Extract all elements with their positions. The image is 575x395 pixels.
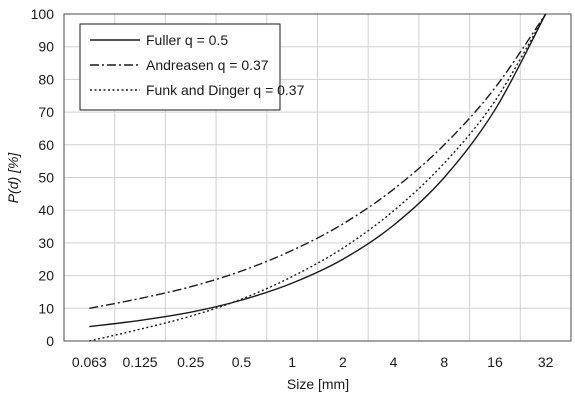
x-tick-label: 0.063: [72, 354, 107, 370]
x-tick-label: 16: [487, 354, 503, 370]
x-axis-title: Size [mm]: [287, 376, 349, 392]
legend: Fuller q = 0.5 Andreasen q = 0.37 Funk and…: [79, 23, 305, 111]
y-axis-title: P(d) [%]: [5, 152, 21, 204]
plot-frame: [63, 13, 572, 342]
x-tick-label: 0.5: [232, 354, 252, 370]
y-tick-labels: 0 10 20 30 40 50 60 70 80 90 100: [31, 6, 55, 349]
series-line-solid: [89, 13, 547, 328]
legend-label: Fuller q = 0.5: [146, 32, 228, 48]
x-tick-label: 0.25: [177, 354, 204, 370]
series-line-dash-dot: [89, 13, 547, 309]
y-tick-label: 30: [38, 235, 54, 251]
y-tick-label: 70: [38, 104, 54, 120]
x-tick-label: 1: [288, 354, 296, 370]
y-tick-label: 60: [38, 137, 54, 153]
x-tick-label: 4: [390, 354, 398, 370]
y-tick-label: 40: [38, 202, 54, 218]
y-tick-label: 100: [31, 6, 55, 22]
y-tick-label: 50: [38, 170, 54, 186]
y-tick-label: 90: [38, 39, 54, 55]
x-tick-label: 8: [440, 354, 448, 370]
legend-label: Funk and Dinger q = 0.37: [146, 82, 305, 98]
x-tick-labels: 0.063 0.125 0.25 0.5 1 2 4 8 16 32: [72, 354, 554, 370]
y-tick-label: 80: [38, 71, 54, 87]
x-tick-label: 32: [538, 354, 554, 370]
series-lines: [89, 13, 547, 342]
y-tick-label: 10: [38, 300, 54, 316]
legend-box: [79, 23, 281, 111]
legend-label: Andreasen q = 0.37: [146, 57, 269, 73]
y-tick-label: 0: [46, 333, 54, 349]
y-tick-label: 20: [38, 268, 54, 284]
x-tick-label: 0.125: [123, 354, 158, 370]
x-tick-label: 2: [339, 354, 347, 370]
